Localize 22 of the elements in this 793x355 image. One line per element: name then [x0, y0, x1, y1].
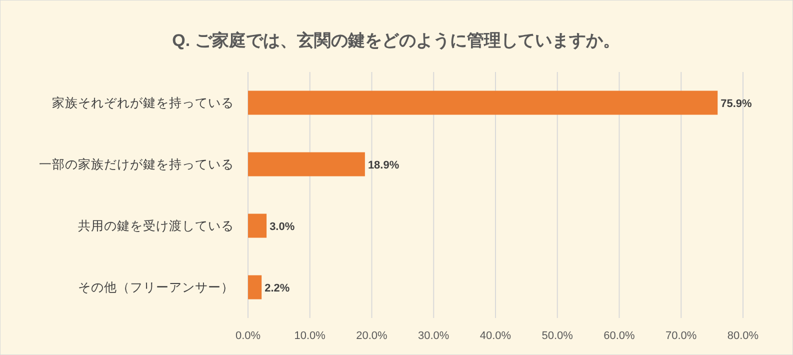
x-tick-label: 80.0% [727, 330, 759, 342]
x-tick-label: 0.0% [235, 330, 261, 342]
x-tick-label: 40.0% [480, 330, 512, 342]
y-tick-label: 家族それぞれが鍵を持っている [52, 94, 234, 110]
data-label: 2.2% [264, 282, 290, 294]
y-tick-label: 一部の家族だけが鍵を持っている [39, 156, 234, 172]
x-tick-label: 10.0% [294, 330, 326, 342]
x-tick-label: 70.0% [666, 330, 697, 342]
x-tick-label: 20.0% [356, 330, 388, 342]
data-label: 3.0% [270, 220, 295, 233]
bar [248, 214, 267, 238]
y-tick-label: その他（フリーアンサー） [78, 280, 234, 294]
x-tick-label: 30.0% [418, 330, 450, 342]
data-label: 75.9% [720, 98, 752, 110]
y-tick-label: 共用の鍵を受け渡している [78, 218, 234, 233]
bar [248, 90, 718, 115]
bar [248, 152, 365, 176]
chart-title: Q. ご家庭では、玄関の鍵をどのように管理していますか。 [172, 31, 620, 50]
x-tick-label: 50.0% [542, 330, 574, 342]
bar [248, 275, 262, 300]
data-label: 18.9% [368, 159, 400, 172]
x-tick-label: 60.0% [604, 330, 636, 342]
